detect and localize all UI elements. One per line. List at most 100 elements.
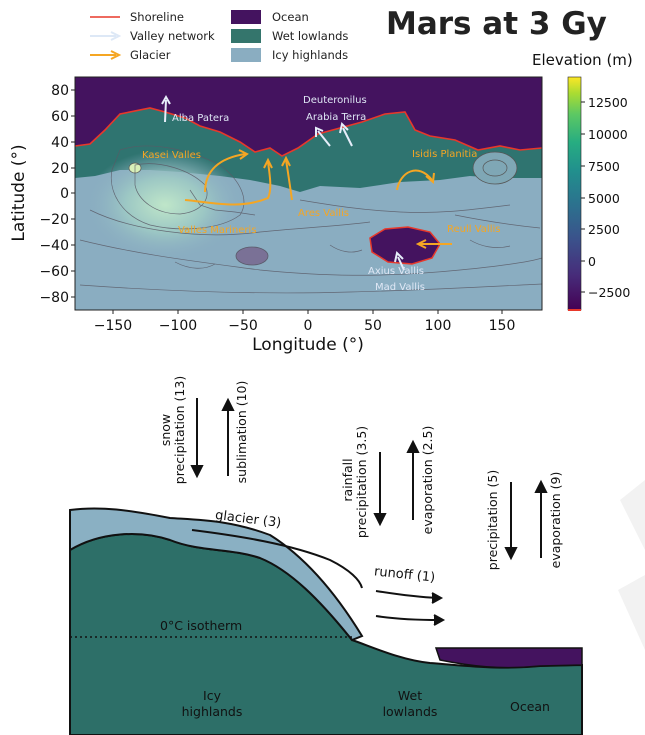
runoff-label: runoff (1) [373,564,436,585]
y-tick-label: 40 [51,135,69,151]
snow-precipitation-arrow [190,398,204,479]
rainfall-precip-label: precipitation (3.5) [354,426,369,538]
place-kasei-valles: Kasei Valles [142,150,201,161]
glacier-flow-arrow [191,529,363,589]
legend-label-ocean: Ocean [272,10,309,24]
mars-map-plot: Alba Patera Deuteronilus Arabia Terra Ka… [9,76,630,355]
arabia-terra-arrow [339,122,353,147]
place-labels: Alba Patera Deuteronilus Arabia Terra Ka… [142,95,500,293]
elysium-rise [472,151,518,185]
valles-marineris-arrow [184,157,273,206]
x-tick-label: −50 [228,318,258,334]
wet-lowlands-legend-swatch [231,29,261,43]
isotherm-label: 0°C isotherm [160,618,242,633]
colorbar-gradient [567,76,582,311]
place-mad-vallis: Mad Vallis [375,282,425,293]
axius-vallis-arrow [394,251,405,271]
evaporation-right-arrow [534,479,548,558]
glacier-arrows [184,149,452,249]
cross-section-diagram: snow precipitation (13) sublimation (10)… [69,376,645,735]
legend-label-wet-lowlands: Wet lowlands [272,29,349,43]
map-area: Alba Patera Deuteronilus Arabia Terra Ka… [75,77,542,310]
colorbar-tick-label: 12500 [588,95,628,110]
kasei-valles-arrow [204,149,249,193]
x-axis: −150 −100 −50 0 50 100 150 Longitude (°) [94,310,516,355]
snow-precip-label: precipitation (13) [172,376,187,484]
x-tick-label: −150 [94,318,132,334]
y-axis-label: Latitude (°) [9,144,29,241]
y-tick-label: −20 [39,212,69,228]
icy-highlands-legend-swatch [231,48,261,62]
y-tick-label: 60 [51,109,69,125]
place-isidis-planitia: Isidis Planitia [412,149,477,160]
colorbar-tick-label: −2500 [588,285,630,300]
alba-patera-arrow [161,94,171,123]
x-tick-label: −100 [159,318,197,334]
reull-vallis-arrow [415,239,452,249]
legend-label-glacier: Glacier [130,48,171,62]
argyre-basin [235,246,269,266]
ground-cross-section [69,533,583,735]
x-tick-label: 150 [489,318,516,334]
colorbar-tick-label: 7500 [588,159,620,174]
precipitation-right-label: precipitation (5) [485,470,500,570]
colorbar-tick-label: 0 [588,254,596,269]
colorbar-title: Elevation (m) [532,51,633,69]
place-axius-vallis: Axius Vallis [368,266,424,277]
flux-arrows [190,397,548,561]
sublimation-label: sublimation (10) [234,381,249,484]
place-alba-patera: Alba Patera [172,113,229,124]
x-axis-label: Longitude (°) [252,335,364,355]
x-tick-label: 50 [364,318,382,334]
shoreline [75,107,542,157]
hellas-basin-ocean [369,226,441,265]
place-deuteronilus: Deuteronilus [303,95,367,106]
place-reull-vallis: Reull Vallis [447,224,500,235]
icy-highlands-label-2: highlands [182,704,243,719]
legend-symbols [90,10,261,62]
colorbar-tick-label: 10000 [588,127,628,142]
colorbar-tick-label: 5000 [588,191,620,206]
y-tick-label: −60 [39,264,69,280]
elevation-contours [79,145,542,294]
legend-label-shoreline: Shoreline [130,10,184,24]
rainfall-label: rainfall [340,458,355,501]
legend-label-icy-highlands: Icy highlands [272,48,349,62]
y-tick-label: 80 [51,83,69,99]
y-tick-label: 0 [60,186,69,202]
y-tick-label: 20 [51,161,69,177]
runoff-arrows [375,590,446,626]
y-axis: 80 60 40 20 0 −20 −40 −60 −80 Latitude (… [9,83,75,306]
x-tick-label: 0 [304,318,313,334]
y-tick-label: −80 [39,290,69,306]
evaporation-mid-arrow [406,439,420,520]
legend-label-valley-network: Valley network [130,29,215,43]
ocean-label: Ocean [510,699,550,714]
colorbar-tick-label: 2500 [588,222,620,237]
glacier-legend-arrow [90,50,122,60]
deuteronilus-arrow [315,126,331,147]
wet-lowlands-label-1: Wet [398,688,422,703]
watermark-shapes [618,480,645,650]
ice-layer [69,507,364,642]
place-valles-marineris: Valles Marineris [178,225,257,236]
tharsis-bulge [85,150,245,260]
legend: Shoreline Valley network Glacier Ocean W… [84,8,384,70]
valley-network-arrows [161,94,405,271]
x-tick-label: 100 [425,318,452,334]
evaporation-right-label: evaporation (9) [548,472,563,569]
y-tick-label: −40 [39,238,69,254]
colorbar: 12500 10000 7500 5000 2500 0 −2500 [567,76,630,311]
place-arabia-terra: Arabia Terra [306,112,366,123]
ocean-north-region [75,77,542,156]
rainfall-arrow [373,452,387,527]
valley-network-legend-arrow [90,31,122,41]
place-ares-vallis: Ares Vallis [298,208,349,219]
wet-lowlands-label-2: lowlands [383,704,438,719]
ares-vallis-arrow [281,155,293,201]
figure-title: Mars at 3 Gy [386,6,607,42]
isidis-arrow [396,169,435,191]
ocean-body [434,647,583,669]
icy-highlands-label-1: Icy [203,688,222,703]
sublimation-arrow [221,397,235,476]
